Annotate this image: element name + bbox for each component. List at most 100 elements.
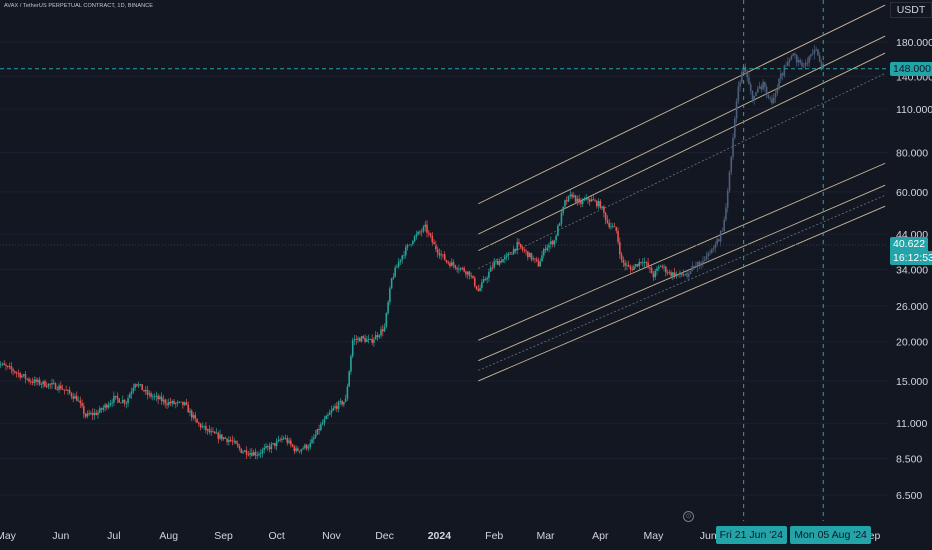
candle xyxy=(166,403,168,406)
candle xyxy=(275,441,278,447)
candle xyxy=(358,338,361,342)
projection-candle xyxy=(769,97,771,99)
candle xyxy=(500,260,503,263)
candle xyxy=(383,326,386,332)
candle xyxy=(83,406,85,415)
candle xyxy=(217,432,220,439)
candle xyxy=(650,268,653,274)
candle xyxy=(295,448,297,452)
x-tick-label: Nov xyxy=(322,530,341,542)
candle xyxy=(624,262,626,266)
candle xyxy=(146,389,149,395)
candle xyxy=(376,335,379,337)
candle xyxy=(585,197,588,200)
candle xyxy=(346,386,349,399)
candle xyxy=(15,372,18,374)
candle xyxy=(323,419,326,424)
candle xyxy=(311,439,313,444)
candle xyxy=(120,402,122,404)
candle xyxy=(341,401,343,405)
price-axis: 180.000140.000110.00080.00060.00044.0003… xyxy=(888,0,932,550)
projection-candle xyxy=(707,253,710,257)
x-tick-label: Sep xyxy=(214,530,233,542)
projection-candle xyxy=(790,56,793,60)
channel-line xyxy=(478,4,886,205)
candle xyxy=(626,264,628,266)
projection-candle xyxy=(700,262,702,265)
candle xyxy=(143,390,145,392)
projection-candle xyxy=(787,61,789,66)
candle xyxy=(373,339,375,343)
currency-unit-button[interactable]: USDT xyxy=(890,2,932,18)
candle xyxy=(550,241,552,245)
candle xyxy=(387,302,389,314)
candle xyxy=(272,443,274,445)
candle xyxy=(668,272,671,274)
candle xyxy=(544,249,547,251)
candle xyxy=(226,438,228,442)
projection-candle xyxy=(815,49,817,51)
price-line-label[interactable]: 148.000 xyxy=(890,61,932,76)
channel-line xyxy=(478,35,886,235)
candle xyxy=(528,252,531,258)
candle xyxy=(672,272,674,276)
candle xyxy=(183,402,186,406)
candle xyxy=(673,272,676,277)
x-tick-label: May xyxy=(644,530,665,542)
candle xyxy=(442,254,444,256)
candle xyxy=(51,383,53,385)
candle xyxy=(12,369,14,372)
candle xyxy=(17,372,20,374)
y-tick-label: 110.000 xyxy=(896,104,932,116)
candle xyxy=(328,412,331,415)
projection-candle xyxy=(709,252,711,254)
candle xyxy=(371,338,373,343)
x-tick-label: Mar xyxy=(536,530,555,542)
candle xyxy=(601,206,603,208)
candle xyxy=(514,248,517,251)
candle xyxy=(137,384,140,386)
candle xyxy=(475,286,478,290)
candle xyxy=(682,274,685,276)
candle xyxy=(199,423,202,428)
candle xyxy=(148,393,151,395)
projection-candle xyxy=(737,86,740,102)
candle xyxy=(573,195,575,197)
y-tick-label: 34.000 xyxy=(896,264,928,276)
candle xyxy=(367,339,370,340)
bar-countdown-label: 16:12:53 xyxy=(890,251,932,266)
candle xyxy=(465,271,467,275)
candle xyxy=(90,413,92,415)
candle xyxy=(657,266,660,269)
candle xyxy=(578,198,580,202)
projection-candle xyxy=(767,95,770,98)
candle xyxy=(316,429,319,435)
candle xyxy=(318,429,320,431)
candle xyxy=(339,401,342,402)
projection-candle xyxy=(797,60,800,63)
candle xyxy=(298,450,301,452)
candle xyxy=(587,197,589,200)
projection-candle xyxy=(695,265,697,267)
candle xyxy=(427,232,430,234)
candle xyxy=(104,404,106,408)
scroll-to-realtime-icon[interactable]: ⊙ xyxy=(683,511,694,522)
candle xyxy=(403,255,405,257)
candle xyxy=(502,259,504,263)
projection-candle xyxy=(779,73,782,79)
candle xyxy=(548,244,550,248)
x-tick-label: May xyxy=(0,530,17,542)
candle xyxy=(235,440,237,444)
candle xyxy=(466,271,469,275)
candle xyxy=(221,434,223,440)
candle xyxy=(534,258,536,260)
candle xyxy=(77,400,80,402)
candle xyxy=(189,410,191,413)
symbol-title: AVAX / TetherUS PERPETUAL CONTRACT, 1D, … xyxy=(4,3,154,9)
candle xyxy=(631,269,633,271)
x-tick-label: Oct xyxy=(268,530,284,542)
candle xyxy=(611,226,614,228)
candle xyxy=(259,453,262,455)
